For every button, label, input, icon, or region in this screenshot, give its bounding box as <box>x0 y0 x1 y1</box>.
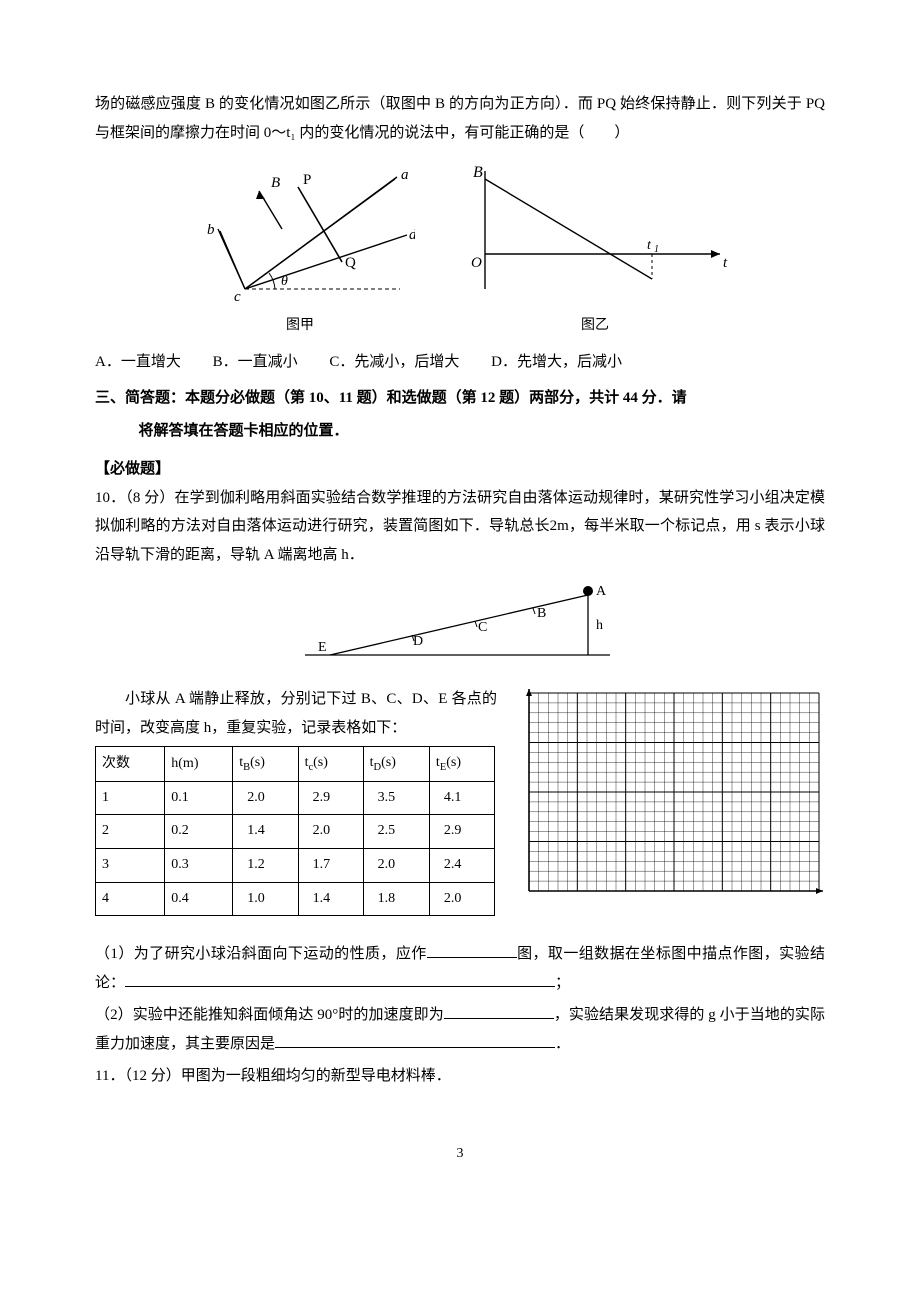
cell: 2.5 <box>363 815 429 849</box>
svg-text:a: a <box>401 167 409 183</box>
cell: 2.0 <box>233 781 298 815</box>
cell: 1.2 <box>233 849 298 883</box>
svg-text:t: t <box>723 255 728 271</box>
intro-text: 场的磁感应强度 B 的变化情况如图乙所示（取图中 B 的方向为正方向）．而 PQ… <box>95 90 825 147</box>
svg-text:c: c <box>234 289 241 305</box>
table-grid-row: 小球从 A 端静止释放，分别记下过 B、C、D、E 各点的时间，改变高度 h，重… <box>95 685 825 916</box>
data-table: 次数 h(m) tB(s) tc(s) tD(s) tE(s) 1 0.1 2.… <box>95 746 495 916</box>
section3-title: 三、简答题：本题分必做题（第 10、11 题）和选做题（第 12 题）两部分，共… <box>95 384 825 413</box>
cell: 2 <box>96 815 165 849</box>
incline-figure: A B C D E h <box>95 577 825 667</box>
svg-text:h: h <box>596 618 603 633</box>
q10-para2: 小球从 A 端静止释放，分别记下过 B、C、D、E 各点的时间，改变高度 h，重… <box>95 685 497 742</box>
grid-figure <box>515 685 825 916</box>
svg-text:1: 1 <box>654 244 659 255</box>
th-4: tD(s) <box>363 747 429 782</box>
th-0: 次数 <box>96 747 165 782</box>
cell: 2.4 <box>429 849 494 883</box>
cell: 3 <box>96 849 165 883</box>
svg-text:A: A <box>596 584 607 599</box>
table-header-row: 次数 h(m) tB(s) tc(s) tD(s) tE(s) <box>96 747 495 782</box>
svg-text:Q: Q <box>345 255 356 271</box>
cell: 2.0 <box>363 849 429 883</box>
q10-sub1-a: （1）为了研究小球沿斜面向下运动的性质，应作 <box>95 946 427 962</box>
th-2: tB(s) <box>233 747 298 782</box>
blank <box>444 1004 554 1019</box>
table-row: 2 0.2 1.4 2.0 2.5 2.9 <box>96 815 495 849</box>
cell: 0.3 <box>165 849 233 883</box>
options-line: A．一直增大 B．一直减小 C．先减小，后增大 D．先增大，后减小 <box>95 348 825 377</box>
figure-yi-svg: B O t t 1 <box>455 159 735 309</box>
cell: 2.9 <box>429 815 494 849</box>
cell: 4.1 <box>429 781 494 815</box>
section3-title-cont: 将解答填在答题卡相应的位置． <box>95 417 825 446</box>
cell: 0.2 <box>165 815 233 849</box>
svg-text:b: b <box>207 222 215 238</box>
required-label: 【必做题】 <box>95 455 825 484</box>
th-1: h(m) <box>165 747 233 782</box>
svg-text:B: B <box>537 606 546 621</box>
cell: 1.4 <box>298 882 363 916</box>
svg-text:D: D <box>413 634 423 649</box>
cell: 1.7 <box>298 849 363 883</box>
svg-text:P: P <box>303 172 311 188</box>
q10-sub2-a: （2）实验中还能推知斜面倾角达 90°时的加速度即为 <box>95 1007 444 1023</box>
figure-yi-block: B O t t 1 图乙 <box>455 159 735 340</box>
grid-svg <box>515 685 825 905</box>
cell: 1.8 <box>363 882 429 916</box>
figure-jia-caption: 图甲 <box>286 313 314 340</box>
option-c: C．先减小，后增大 <box>329 348 459 377</box>
svg-text:d: d <box>409 227 415 243</box>
figure-jia-block: B P a b d c Q θ 图甲 <box>185 159 415 340</box>
cell: 4 <box>96 882 165 916</box>
blank <box>427 943 517 958</box>
cell: 3.5 <box>363 781 429 815</box>
table-row: 1 0.1 2.0 2.9 3.5 4.1 <box>96 781 495 815</box>
svg-text:C: C <box>478 620 487 635</box>
th-3: tc(s) <box>298 747 363 782</box>
svg-text:t: t <box>647 238 652 253</box>
cell: 2.0 <box>298 815 363 849</box>
blank <box>125 972 555 987</box>
blank <box>275 1033 555 1048</box>
left-column: 小球从 A 端静止释放，分别记下过 B、C、D、E 各点的时间，改变高度 h，重… <box>95 685 497 916</box>
figures-row: B P a b d c Q θ 图甲 B O t t 1 <box>95 159 825 340</box>
option-d: D．先增大，后减小 <box>491 348 622 377</box>
q10-sub2: （2）实验中还能推知斜面倾角达 90°时的加速度即为，实验结果发现求得的 g 小… <box>95 1001 825 1058</box>
q10-sub1-c: ； <box>555 975 570 991</box>
q10-head: 10．（8 分）在学到伽利略用斜面实验结合数学推理的方法研究自由落体运动规律时，… <box>95 484 825 570</box>
incline-svg: A B C D E h <box>290 577 630 667</box>
cell: 0.4 <box>165 882 233 916</box>
cell: 1.0 <box>233 882 298 916</box>
cell: 2.0 <box>429 882 494 916</box>
svg-text:B: B <box>473 164 483 181</box>
page-number: 3 <box>95 1141 825 1168</box>
svg-text:O: O <box>471 255 482 271</box>
option-b: B．一直减小 <box>213 348 298 377</box>
figure-yi-caption: 图乙 <box>581 313 609 340</box>
svg-text:θ: θ <box>281 274 288 289</box>
table-row: 4 0.4 1.0 1.4 1.8 2.0 <box>96 882 495 916</box>
option-a: A．一直增大 <box>95 348 181 377</box>
svg-text:B: B <box>271 175 280 191</box>
th-5: tE(s) <box>429 747 494 782</box>
q10-sub1: （1）为了研究小球沿斜面向下运动的性质，应作图，取一组数据在坐标图中描点作图，实… <box>95 940 825 997</box>
figure-jia-svg: B P a b d c Q θ <box>185 159 415 309</box>
cell: 1 <box>96 781 165 815</box>
cell: 0.1 <box>165 781 233 815</box>
cell: 1.4 <box>233 815 298 849</box>
q10-sub2-c: ． <box>555 1036 570 1052</box>
cell: 2.9 <box>298 781 363 815</box>
svg-text:E: E <box>318 640 327 655</box>
q11-head: 11．（12 分）甲图为一段粗细均匀的新型导电材料棒． <box>95 1062 825 1091</box>
table-row: 3 0.3 1.2 1.7 2.0 2.4 <box>96 849 495 883</box>
